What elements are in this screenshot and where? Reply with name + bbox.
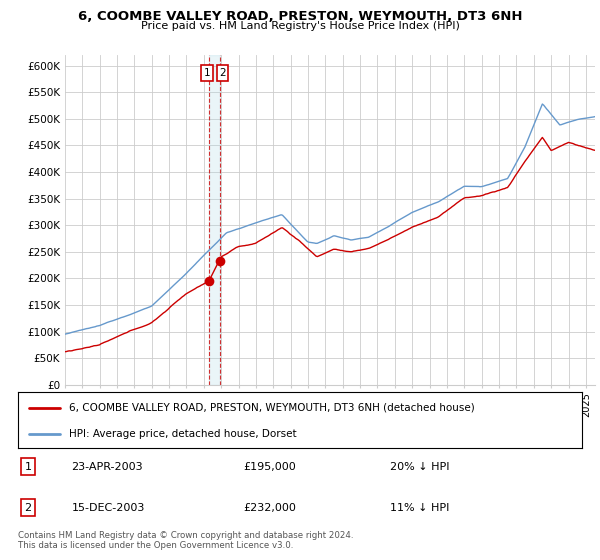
Text: 1: 1 [204,68,211,78]
Text: 6, COOMBE VALLEY ROAD, PRESTON, WEYMOUTH, DT3 6NH: 6, COOMBE VALLEY ROAD, PRESTON, WEYMOUTH… [78,10,522,23]
Text: 11% ↓ HPI: 11% ↓ HPI [390,502,449,512]
Text: Contains HM Land Registry data © Crown copyright and database right 2024.
This d: Contains HM Land Registry data © Crown c… [18,531,353,550]
Bar [209,55,220,385]
Text: 1: 1 [25,462,32,472]
Text: Price paid vs. HM Land Registry's House Price Index (HPI): Price paid vs. HM Land Registry's House … [140,21,460,31]
Text: 6, COOMBE VALLEY ROAD, PRESTON, WEYMOUTH, DT3 6NH (detached house): 6, COOMBE VALLEY ROAD, PRESTON, WEYMOUTH… [69,403,475,413]
Text: £195,000: £195,000 [244,462,296,472]
Text: £232,000: £232,000 [244,502,296,512]
Text: 20% ↓ HPI: 20% ↓ HPI [390,462,450,472]
Text: 23-APR-2003: 23-APR-2003 [71,462,143,472]
Text: HPI: Average price, detached house, Dorset: HPI: Average price, detached house, Dors… [69,429,296,439]
Text: 2: 2 [219,68,226,78]
Text: 2: 2 [25,502,32,512]
Text: 15-DEC-2003: 15-DEC-2003 [71,502,145,512]
